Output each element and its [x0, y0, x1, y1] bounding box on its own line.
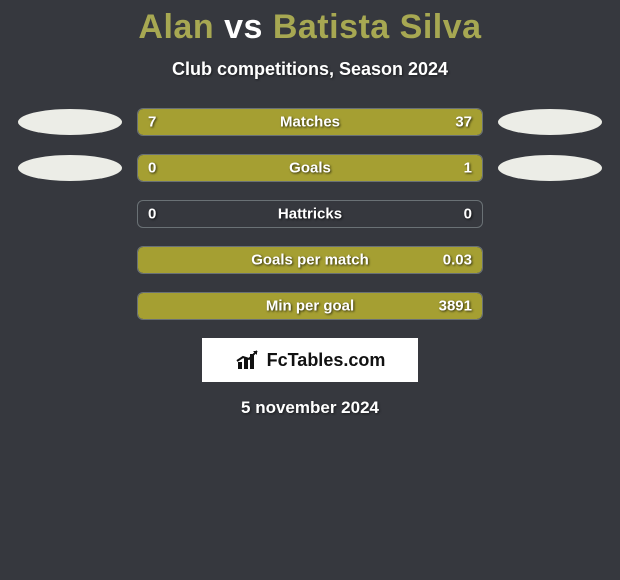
date-text: 5 november 2024: [0, 398, 620, 418]
stat-label: Goals: [138, 160, 482, 177]
stat-row: Goals per match0.03: [0, 246, 620, 274]
right-value: 0: [464, 206, 472, 223]
left-bubble: [18, 155, 122, 181]
right-bubble: [498, 155, 602, 181]
stat-row: 0Hattricks0: [0, 200, 620, 228]
stat-bar: Min per goal3891: [137, 292, 483, 320]
comparison-chart: 7Matches370Goals10Hattricks0Goals per ma…: [0, 108, 620, 320]
stat-row: 7Matches37: [0, 108, 620, 136]
right-value: 3891: [439, 298, 472, 315]
stat-label: Matches: [138, 114, 482, 131]
logo-box: FcTables.com: [202, 338, 418, 382]
stat-row: 0Goals1: [0, 154, 620, 182]
right-value: 1: [464, 160, 472, 177]
subtitle: Club competitions, Season 2024: [0, 59, 620, 80]
player1-name: Alan: [138, 8, 214, 46]
stat-label: Hattricks: [138, 206, 482, 223]
stat-row: Min per goal3891: [0, 292, 620, 320]
right-value: 37: [455, 114, 472, 131]
chart-icon: [235, 349, 263, 371]
left-bubble: [18, 109, 122, 135]
player2-name: Batista Silva: [273, 8, 482, 46]
stat-label: Min per goal: [138, 298, 482, 315]
right-bubble: [498, 109, 602, 135]
right-value: 0.03: [443, 252, 472, 269]
stat-label: Goals per match: [138, 252, 482, 269]
logo-text: FcTables.com: [267, 350, 386, 371]
vs-text: vs: [224, 8, 263, 46]
stat-bar: 0Hattricks0: [137, 200, 483, 228]
stat-bar: Goals per match0.03: [137, 246, 483, 274]
stat-bar: 0Goals1: [137, 154, 483, 182]
stat-bar: 7Matches37: [137, 108, 483, 136]
page-title: Alan vs Batista Silva: [0, 0, 620, 47]
